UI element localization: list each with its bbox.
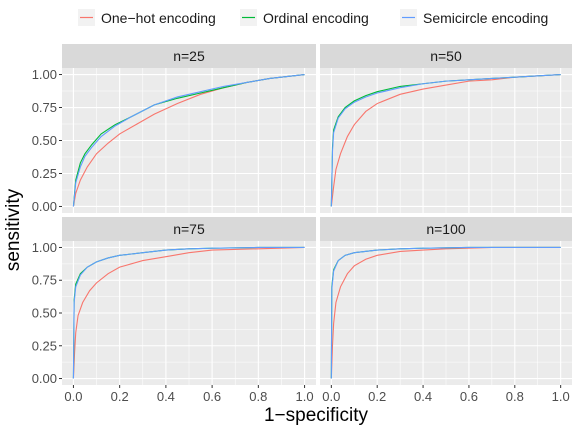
facet-title: n=50 — [430, 48, 462, 64]
x-tick-label: 0.0 — [64, 389, 82, 404]
roc-curve — [72, 246, 305, 379]
y-tick-label: 1.00 — [32, 67, 57, 82]
x-tick-label: 0.0 — [322, 389, 340, 404]
facet-panel: n=25 0.00 0.25 0.50 0.75 1.00 — [32, 44, 316, 214]
x-tick-label: 0.6 — [460, 389, 478, 404]
x-tick-label: 0.8 — [249, 389, 267, 404]
roc-curve — [330, 73, 561, 207]
legend-item: Ordinal encoding — [240, 9, 369, 26]
legend-item: One−hot encoding — [78, 9, 216, 26]
facet-title: n=75 — [173, 221, 205, 237]
y-tick-label: 0.75 — [32, 273, 57, 288]
facet-strip — [320, 217, 572, 241]
roc-curve — [330, 246, 561, 379]
legend: One−hot encoding Ordinal encoding Semicirc… — [78, 9, 548, 26]
facet-strip — [62, 44, 316, 68]
x-tick-label: 0.2 — [111, 389, 129, 404]
roc-curve — [72, 73, 305, 207]
facet-title: n=100 — [426, 221, 466, 237]
facet-strip — [320, 44, 572, 68]
legend-item: Semicircle encoding — [400, 9, 548, 26]
legend-label: Ordinal encoding — [263, 10, 369, 26]
y-tick-label: 1.00 — [32, 240, 57, 255]
x-tick-label: 0.2 — [368, 389, 386, 404]
facet-strip — [62, 217, 316, 241]
x-tick-label: 1.0 — [296, 389, 314, 404]
facet-title: n=25 — [173, 48, 205, 64]
y-tick-label: 0.50 — [32, 133, 57, 148]
y-tick-label: 0.25 — [32, 338, 57, 353]
facet-panels: n=25 0.00 0.25 0.50 0.75 1.00 n=50 n=75 0.00 0.25… — [32, 44, 572, 404]
y-tick-label: 0.75 — [32, 100, 57, 115]
roc-curve — [330, 246, 561, 379]
y-tick-label: 0.25 — [32, 166, 57, 181]
x-tick-label: 1.0 — [552, 389, 570, 404]
x-tick-label: 0.4 — [414, 389, 432, 404]
y-tick-label: 0.50 — [32, 306, 57, 321]
y-axis-title: sensitivity — [3, 188, 24, 271]
x-tick-label: 0.8 — [506, 389, 524, 404]
x-tick-label: 0.6 — [203, 389, 221, 404]
facet-panel: n=75 0.00 0.25 0.50 0.75 1.00 0.0 0.2 0.4 0.6 0.8 1… — [32, 217, 316, 404]
facet-panel: n=100 0.0 0.2 0.4 0.6 0.8 1.0 — [320, 217, 572, 404]
legend-label: One−hot encoding — [101, 10, 216, 26]
x-axis-title: 1−specificity — [264, 405, 369, 426]
roc-curve — [72, 246, 305, 379]
y-tick-label: 0.00 — [32, 371, 57, 386]
y-tick-label: 0.00 — [32, 199, 57, 214]
legend-label: Semicircle encoding — [423, 10, 548, 26]
facet-panel: n=50 — [320, 44, 572, 213]
roc-curve — [330, 73, 561, 207]
x-tick-label: 0.4 — [157, 389, 175, 404]
